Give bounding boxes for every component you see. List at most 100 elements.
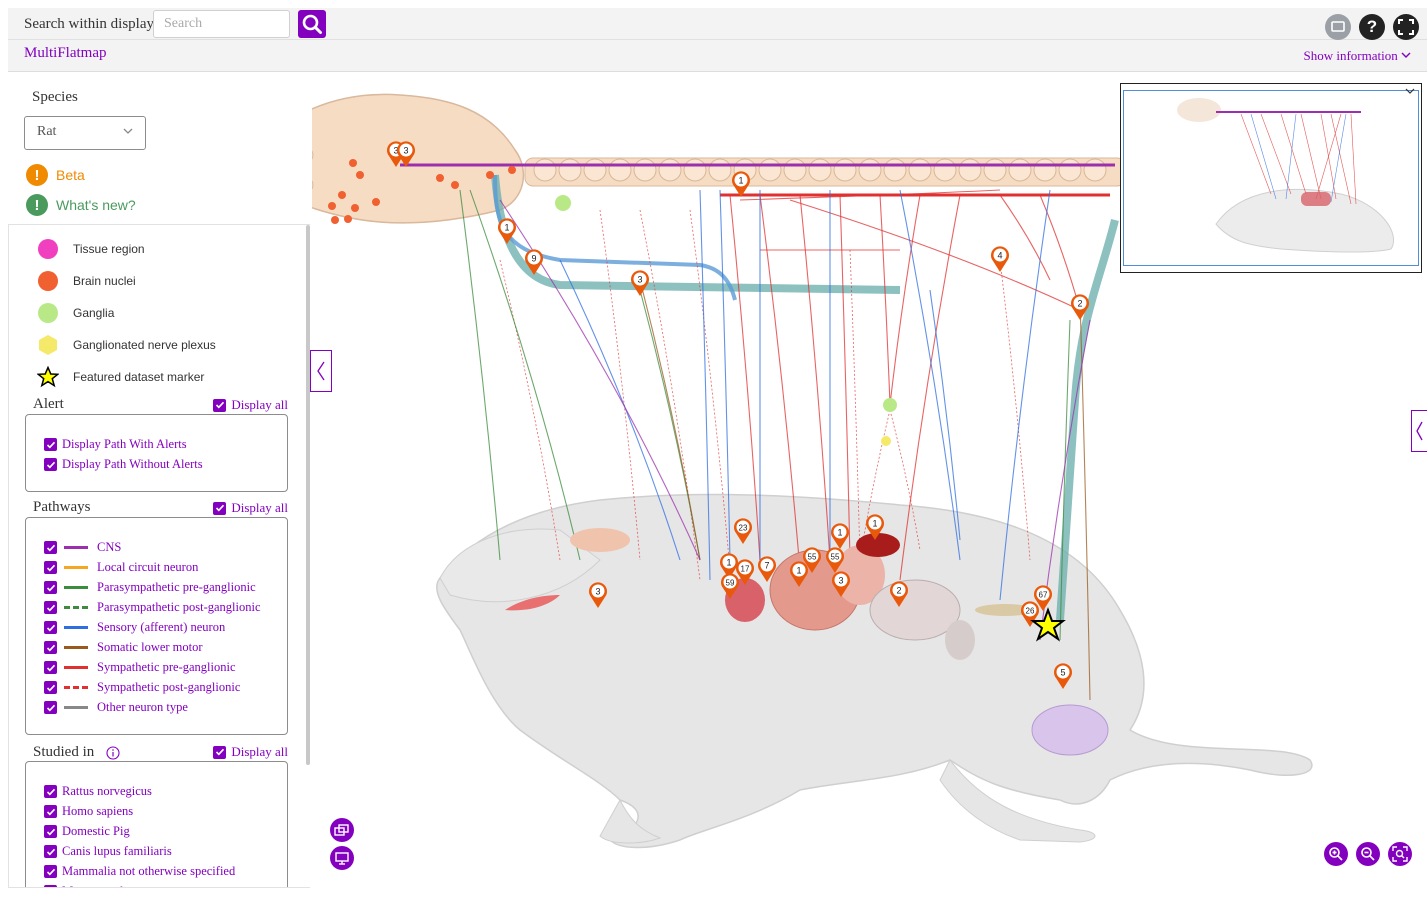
show-information-toggle[interactable]: Show information [1304, 48, 1412, 64]
neuron-pathway-line[interactable] [499, 199, 701, 561]
display-button[interactable] [330, 846, 354, 870]
neuron-pathway-line[interactable] [739, 189, 1001, 201]
search-input[interactable] [153, 10, 290, 38]
pathway-item[interactable]: Other neuron type [44, 700, 188, 715]
neuron-pathway-line[interactable] [799, 194, 831, 561]
map-marker[interactable]: 7 [758, 556, 776, 582]
neuron-pathway-line[interactable] [1079, 299, 1091, 701]
pathways-display-all[interactable]: Display all [213, 500, 288, 516]
layers-button[interactable] [330, 818, 354, 842]
neuron-pathway-line[interactable] [999, 194, 1051, 281]
map-marker[interactable]: 2 [1071, 294, 1089, 320]
neuron-pathway-line[interactable] [849, 249, 861, 561]
neuron-pathway-line[interactable] [459, 189, 501, 561]
zoom-out-button[interactable] [1356, 842, 1380, 866]
pathway-item[interactable]: Sympathetic post-ganglionic [44, 680, 240, 695]
studied-in-item[interactable]: Canis lupus familiaris [44, 844, 172, 859]
studied-in-item[interactable]: Homo sapiens [44, 804, 133, 819]
app-title[interactable]: MultiFlatmap [24, 45, 107, 61]
neuron-pathway-line[interactable] [789, 199, 1081, 311]
pathway-item[interactable]: Sympathetic pre-ganglionic [44, 660, 236, 675]
map-marker[interactable]: 26 [1020, 601, 1039, 627]
flatmap-canvas[interactable]: 3 3 1 1 9 3 4 2 23 1 1 1 55 55 17 7 59 1 3 2 3 67 26 5 [312, 72, 1427, 900]
neuron-pathway-line[interactable] [639, 279, 701, 561]
map-marker[interactable]: 2 [890, 581, 908, 607]
map-marker[interactable]: 17 [736, 559, 754, 585]
map-marker[interactable]: 1 [719, 553, 739, 579]
map-marker[interactable]: 9 [525, 249, 544, 275]
studied-in-item[interactable]: Rattus norvegicus [44, 784, 152, 799]
neuron-pathway-line[interactable] [999, 189, 1051, 601]
neuron-pathway-line[interactable] [1039, 194, 1081, 311]
studied-in-item[interactable]: Domestic Pig [44, 824, 130, 839]
legend-scrollbar[interactable] [306, 225, 310, 765]
map-marker[interactable]: 1 [498, 218, 517, 244]
neuron-pathway-line[interactable] [759, 194, 801, 571]
neuron-pathway-line[interactable] [899, 194, 961, 581]
map-marker[interactable]: 1 [732, 171, 750, 197]
pathway-item[interactable]: Sensory (afferent) neuron [44, 620, 225, 635]
pathway-label: CNS [97, 540, 122, 554]
map-marker[interactable]: 3 [631, 270, 649, 296]
species-select[interactable]: Rat [24, 116, 146, 150]
chevron-down-icon[interactable] [1405, 88, 1415, 96]
neuron-pathway-line[interactable] [899, 189, 961, 561]
map-marker[interactable]: 55 [826, 547, 844, 573]
neuron-pathway-line[interactable] [499, 259, 561, 561]
expand-right-panel-button[interactable] [1411, 410, 1427, 452]
pathway-item[interactable]: Local circuit neuron [44, 560, 198, 575]
pathway-item[interactable]: Somatic lower motor [44, 640, 203, 655]
minimap[interactable] [1120, 83, 1422, 273]
map-marker[interactable]: 1 [830, 523, 849, 549]
neuron-pathway-line[interactable] [699, 189, 711, 581]
pathway-item[interactable]: Parasympathetic pre-ganglionic [44, 580, 256, 595]
neuron-pathway-line[interactable] [929, 289, 961, 541]
neuron-pathway-line[interactable] [689, 209, 731, 571]
map-marker[interactable]: 1 [866, 514, 884, 540]
collapse-sidebar-button[interactable] [310, 350, 332, 392]
neuron-pathway-line[interactable] [469, 189, 581, 561]
map-marker[interactable]: 55 [803, 547, 822, 573]
map-marker[interactable]: 23 [734, 518, 752, 544]
neuron-pathway-line[interactable] [889, 194, 921, 406]
map-marker[interactable]: 5 [1054, 663, 1072, 689]
map-marker[interactable]: 59 [721, 573, 739, 599]
zoom-fit-button[interactable] [1388, 842, 1412, 866]
pathway-item[interactable]: Parasympathetic post-ganglionic [44, 600, 261, 615]
neuron-pathway-line[interactable] [839, 194, 851, 561]
neuron-pathway-line[interactable] [859, 409, 891, 561]
alert-item[interactable]: Display Path With Alerts [44, 437, 187, 452]
studied-in-item[interactable]: Mus musculus [44, 884, 135, 887]
map-marker[interactable]: 3 [397, 141, 415, 167]
alert-item[interactable]: Display Path Without Alerts [44, 457, 203, 472]
map-marker[interactable]: 1 [790, 561, 808, 587]
neuron-pathway-line[interactable] [639, 209, 701, 581]
neuron-pathway-line[interactable] [719, 189, 731, 561]
neuron-pathway-line[interactable] [599, 209, 641, 561]
neuron-pathway-line[interactable] [1059, 319, 1071, 641]
search-button[interactable] [298, 10, 326, 38]
map-marker[interactable]: 3 [832, 571, 850, 597]
pathway-item[interactable]: CNS [44, 540, 121, 555]
neuron-pathway-line[interactable] [999, 259, 1031, 561]
info-icon[interactable] [106, 745, 120, 760]
neuron-pathway-line[interactable] [729, 194, 761, 561]
checkbox-checked-icon [44, 601, 57, 614]
minimap-viewport[interactable] [1123, 90, 1419, 266]
whats-new-link[interactable]: ! What's new? [26, 194, 136, 216]
map-marker[interactable]: 67 [1033, 585, 1053, 611]
studied-in-item[interactable]: Mammalia not otherwise specified [44, 864, 235, 879]
neuron-pathway-line[interactable] [879, 194, 891, 406]
screen-icon[interactable] [1325, 14, 1351, 40]
beta-badge[interactable]: ! Beta [26, 164, 85, 186]
map-marker[interactable]: 3 [589, 582, 607, 608]
studied-in-display-all[interactable]: Display all [213, 744, 288, 760]
fullscreen-icon[interactable] [1393, 14, 1419, 40]
map-marker[interactable]: 4 [991, 246, 1009, 272]
zoom-in-button[interactable] [1324, 842, 1348, 866]
help-icon[interactable]: ? [1359, 14, 1385, 40]
checkbox-checked-icon [213, 398, 227, 412]
alert-display-all[interactable]: Display all [213, 397, 288, 413]
featured-dataset-star[interactable] [1030, 607, 1066, 642]
